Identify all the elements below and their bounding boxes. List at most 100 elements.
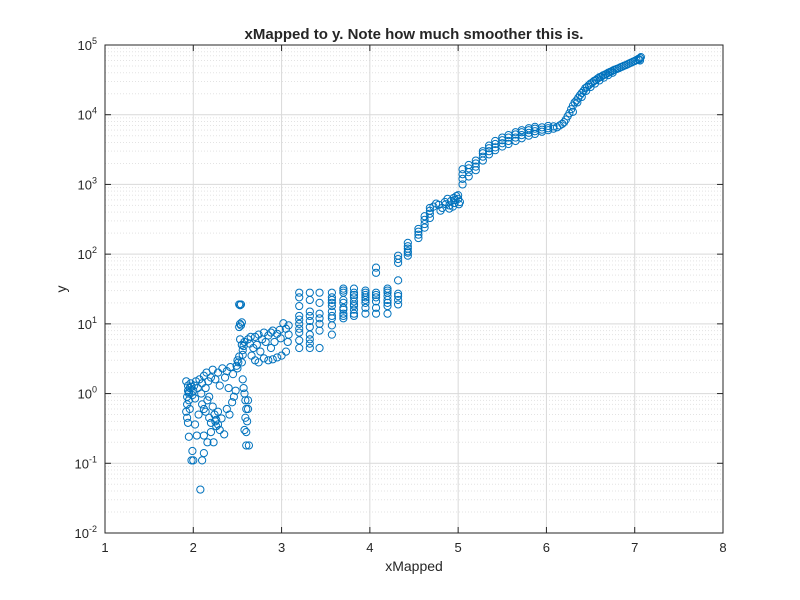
data-point xyxy=(203,396,212,405)
data-point xyxy=(295,311,304,321)
plot-area xyxy=(105,45,723,533)
data-point xyxy=(327,295,336,305)
data-point xyxy=(445,201,454,210)
data-point xyxy=(236,300,246,309)
data-point xyxy=(394,276,403,285)
x-tick-label: 3 xyxy=(278,540,285,555)
data-point xyxy=(464,172,473,181)
data-point xyxy=(213,368,223,377)
data-point xyxy=(471,159,480,168)
data-point xyxy=(420,223,429,232)
data-point xyxy=(458,180,467,189)
data-point xyxy=(237,340,246,349)
data-point xyxy=(504,139,513,149)
data-point xyxy=(209,438,218,447)
data-point xyxy=(414,230,423,239)
data-point xyxy=(315,309,324,318)
x-tick-label: 8 xyxy=(719,540,726,555)
data-point xyxy=(577,92,586,102)
data-point xyxy=(188,446,197,456)
data-point xyxy=(491,146,500,155)
data-point xyxy=(284,321,293,330)
y-tick-label: 10-1 xyxy=(75,454,97,471)
x-tick-label: 2 xyxy=(190,540,197,555)
data-point xyxy=(371,303,381,312)
data-point xyxy=(243,404,253,414)
data-point xyxy=(420,212,429,221)
data-point xyxy=(237,358,246,367)
data-point xyxy=(394,300,403,309)
data-point xyxy=(339,314,348,323)
data-point xyxy=(315,326,324,335)
data-point xyxy=(264,356,273,365)
data-point xyxy=(295,324,304,333)
data-point xyxy=(339,286,348,295)
data-point xyxy=(349,301,359,311)
data-point xyxy=(183,381,193,390)
data-point xyxy=(371,288,381,297)
data-point xyxy=(383,286,392,295)
data-point xyxy=(275,325,284,334)
data-point xyxy=(371,290,381,300)
data-point xyxy=(305,316,314,326)
y-tick-label: 105 xyxy=(78,36,97,53)
data-point xyxy=(238,350,247,359)
data-point xyxy=(196,485,205,494)
data-point xyxy=(383,298,392,307)
data-point xyxy=(213,407,223,416)
data-point xyxy=(573,98,582,107)
data-point xyxy=(256,347,265,356)
data-point xyxy=(215,381,224,390)
x-tick-label: 6 xyxy=(543,540,550,555)
data-point xyxy=(201,383,210,393)
data-point xyxy=(403,247,412,256)
data-point xyxy=(371,293,381,302)
data-point xyxy=(189,386,198,395)
data-point xyxy=(484,141,494,150)
data-point xyxy=(305,322,314,332)
x-tick-label: 1 xyxy=(101,540,108,555)
data-point xyxy=(420,219,429,229)
data-point xyxy=(231,386,240,395)
data-point xyxy=(394,254,403,264)
data-point xyxy=(183,413,192,422)
data-point xyxy=(339,305,348,314)
data-point xyxy=(182,377,191,386)
data-point xyxy=(220,430,229,439)
data-point xyxy=(604,71,613,80)
data-point xyxy=(484,147,494,156)
data-point xyxy=(279,319,288,328)
y-tick-label: 104 xyxy=(78,106,97,123)
data-point xyxy=(524,128,533,137)
data-point xyxy=(305,311,314,321)
data-point xyxy=(339,311,348,321)
chart-title: xMapped to y. Note how much smoother thi… xyxy=(245,26,584,43)
y-tick-label: 10-2 xyxy=(75,524,97,541)
data-point xyxy=(277,351,286,360)
data-point xyxy=(295,328,304,337)
data-point xyxy=(327,321,336,330)
data-point xyxy=(203,438,212,447)
data-point xyxy=(544,124,553,133)
data-point xyxy=(229,392,238,401)
data-point xyxy=(295,288,304,297)
data-point xyxy=(266,343,276,353)
y-tick-label: 100 xyxy=(78,385,97,402)
data-point xyxy=(235,335,245,344)
data-point xyxy=(403,242,412,251)
data-point xyxy=(281,347,291,356)
data-point xyxy=(349,305,359,314)
data-point xyxy=(295,315,304,324)
data-point xyxy=(252,340,261,349)
x-tick-label: 4 xyxy=(366,540,373,555)
data-point xyxy=(241,396,250,405)
data-point xyxy=(283,337,292,347)
data-point xyxy=(243,335,253,344)
data-point xyxy=(315,314,324,323)
y-tick-label: 103 xyxy=(78,175,97,192)
data-point xyxy=(266,328,276,337)
data-point xyxy=(276,334,285,343)
data-point xyxy=(394,258,403,267)
data-point xyxy=(549,124,558,133)
